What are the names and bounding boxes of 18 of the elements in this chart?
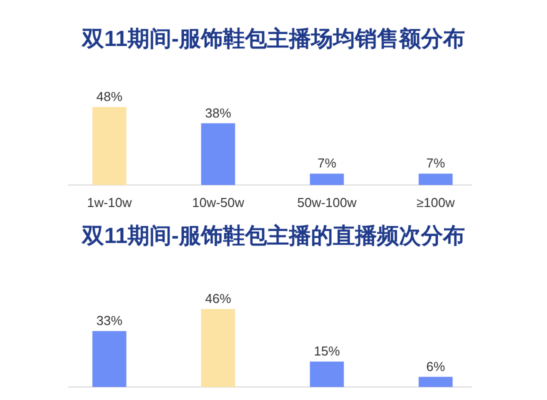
chart-title: 双11期间-服饰鞋包主播场均销售额分布 xyxy=(81,26,465,51)
x-tick-label: 50w-100w xyxy=(297,195,358,210)
bar xyxy=(201,309,236,387)
x-tick-label: ≥100w xyxy=(416,195,456,210)
data-label: 33% xyxy=(96,313,123,328)
data-label: 38% xyxy=(205,105,232,120)
data-label: 15% xyxy=(314,344,340,359)
bar xyxy=(418,376,453,387)
x-tick-label: 10w-50w xyxy=(192,195,245,210)
bar xyxy=(310,362,344,387)
bar xyxy=(92,331,126,387)
data-label: 46% xyxy=(205,291,232,306)
data-label: 7% xyxy=(317,156,337,171)
data-label: 48% xyxy=(96,89,123,104)
chart-title: 双11期间-服饰鞋包主播的直播频次分布 xyxy=(81,223,465,248)
data-label: 7% xyxy=(426,156,446,171)
data-label: 6% xyxy=(426,358,446,374)
x-tick-label: 1w-10w xyxy=(86,195,132,210)
